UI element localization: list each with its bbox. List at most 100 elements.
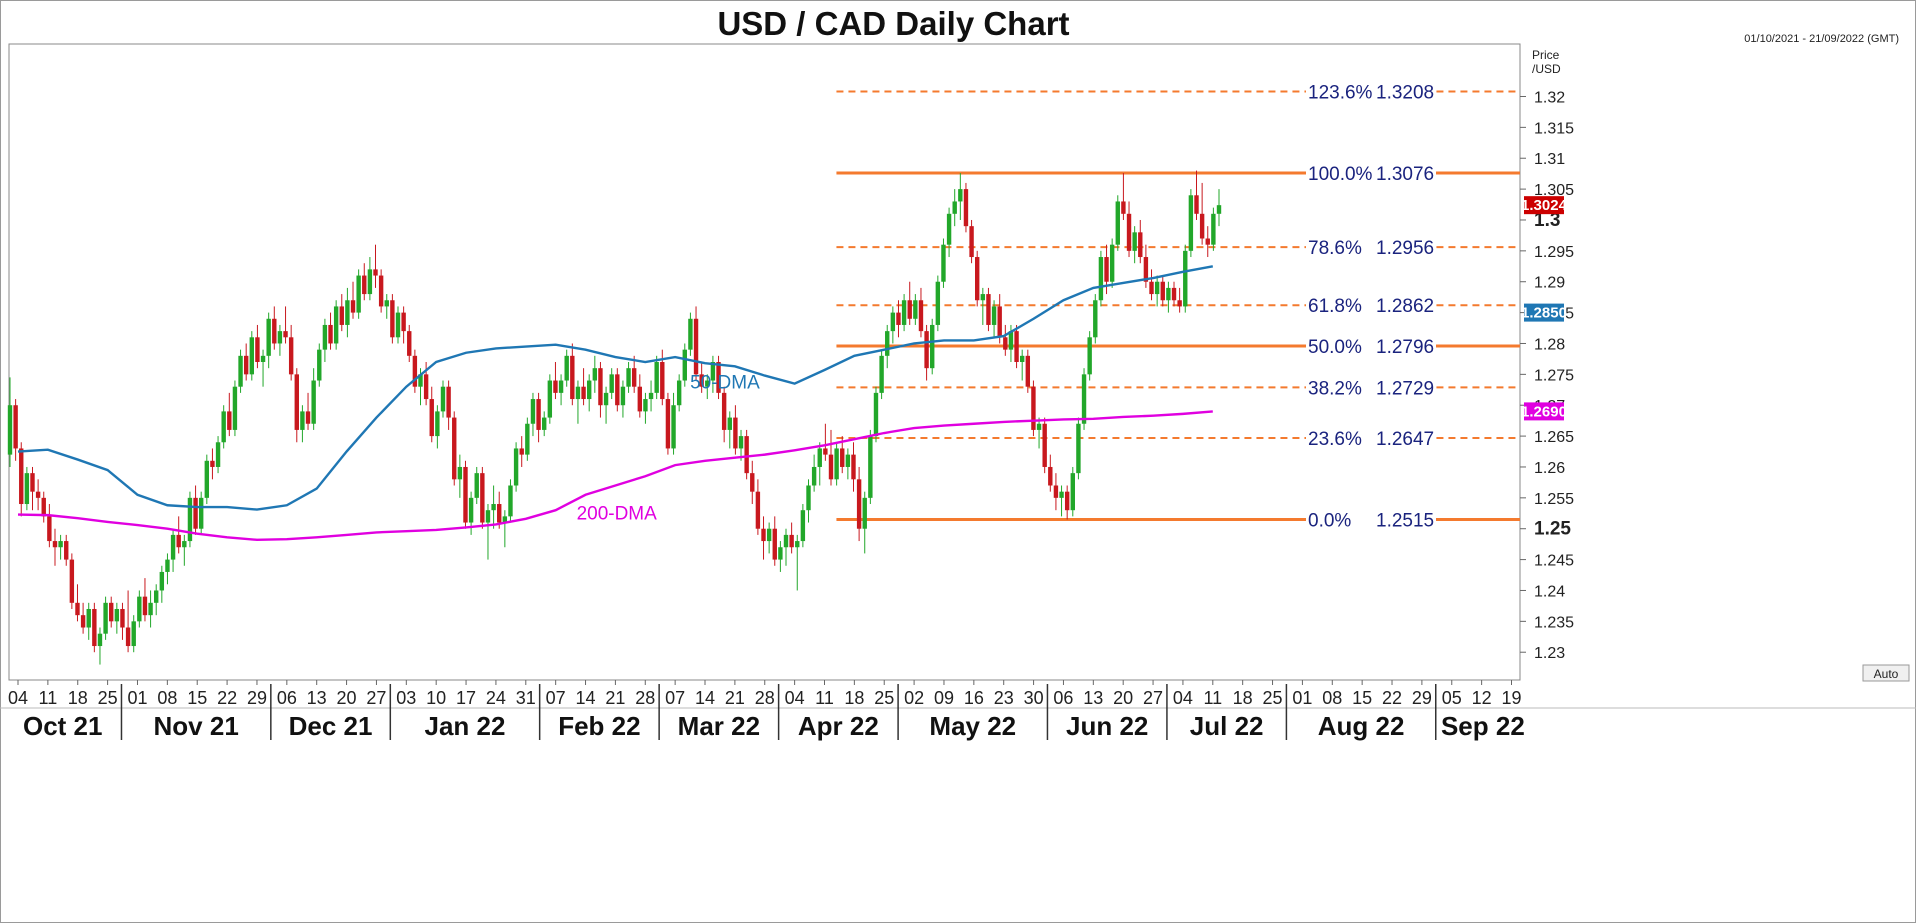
candle-body [30,473,35,492]
month-label: Jan 22 [425,711,506,741]
candle-body [873,392,879,437]
candle-body [367,269,373,295]
candle-body [249,337,254,375]
candle-body [474,473,479,498]
candle-body [969,226,974,258]
price-axis-label-1: Price [1532,48,1560,62]
candle-body [620,386,626,406]
candle-body [1211,213,1216,245]
candle-body [1121,201,1126,214]
candle-body [1143,257,1149,282]
price-badge-label: 1.3024 [1521,197,1568,214]
month-label: Sep 22 [1441,711,1525,741]
candle-body [1194,195,1199,214]
candle-body [395,312,401,338]
candle-body [1216,205,1222,214]
x-tick-label: 07 [665,688,685,708]
candle-body [468,497,474,523]
candle-body [317,349,322,381]
candle-body [176,534,181,548]
fib-level-pct: 123.6% [1308,83,1373,104]
fib-label-bg [1306,508,1436,531]
fib-level-pct: 38.2% [1308,378,1362,399]
candle-body [300,411,305,430]
x-tick-label: 25 [1263,688,1283,708]
candle-body [997,306,1002,338]
candle-body [1081,374,1087,424]
candle-body [935,281,941,325]
candle-body [811,466,817,486]
candle-body [1087,337,1092,375]
x-tick-label: 23 [994,688,1014,708]
y-tick-label: 1.24 [1534,583,1565,600]
y-tick-label: 1.29 [1534,275,1565,292]
x-tick-label: 11 [1203,688,1222,708]
candles [7,170,1222,665]
candle-body [525,423,530,455]
candle-body [845,454,851,467]
candle-body [255,337,260,362]
candle-body [154,590,159,603]
candle-body [418,374,423,387]
price-axis-label-2: /USD [1532,62,1561,76]
candle-body [1115,201,1120,245]
candle-body [795,541,800,548]
month-label: Oct 21 [23,711,103,741]
candle-body [384,300,389,307]
candle-body [1008,331,1014,350]
candle-body [879,355,884,393]
x-tick-label: 22 [1382,688,1402,708]
candle-body [1093,300,1098,338]
candle-body [19,448,24,505]
candle-body [744,436,749,474]
candle-body [975,257,980,301]
candle-body [609,374,614,393]
y-tick-label: 1.295 [1534,244,1574,261]
y-tick-label: 1.305 [1534,182,1574,199]
x-tick-label: 01 [127,688,147,708]
candle-body [823,448,828,455]
candle-body [570,355,575,400]
ma-label: 50-DMA [690,373,760,394]
y-tick-label: 1.245 [1534,553,1574,570]
candle-body [362,275,367,295]
candle-body [311,380,316,424]
candle-body [508,485,513,517]
date-range-label: 01/10/2021 - 21/09/2022 (GMT) [1744,33,1899,45]
x-tick-label: 15 [1352,688,1372,708]
x-tick-label: 14 [576,688,596,708]
ma-line [17,410,1213,542]
candle-body [1098,257,1104,301]
candle-body [407,331,412,356]
candle-body [429,399,434,437]
candle-body [991,306,997,325]
candle-body [856,479,862,529]
fib-level-value: 1.2796 [1376,337,1434,358]
y-tick-label: 1.275 [1534,367,1574,384]
candle-body [750,473,755,492]
candle-body [598,368,603,406]
fib-level-value: 1.3208 [1376,83,1434,104]
fib-label-bg [1306,294,1436,317]
candle-body [1205,238,1210,245]
y-tick-label: 1.32 [1534,89,1565,106]
auto-scale-button[interactable] [1862,664,1910,682]
candle-body [215,442,221,467]
fibonacci-levels: 123.6% 1.3208 100.0% 1.3076 78.6% 1.2956 61.8%… [836,80,1520,531]
candle-body [75,602,80,616]
candle-body [789,534,794,548]
candle-body [80,615,86,628]
x-tick-label: 30 [1024,688,1044,708]
candle-body [238,355,243,387]
candle-body [165,559,170,572]
candle-body [412,355,418,387]
x-tick-label: 15 [187,688,207,708]
candle-body [1031,386,1036,430]
x-tick-label: 18 [68,688,88,708]
candle-body [772,528,777,560]
candle-body [1104,257,1109,282]
x-tick-label: 11 [39,688,58,708]
candle-body [1025,355,1031,387]
fib-label-bg [1306,162,1436,185]
x-tick-label: 22 [217,688,237,708]
